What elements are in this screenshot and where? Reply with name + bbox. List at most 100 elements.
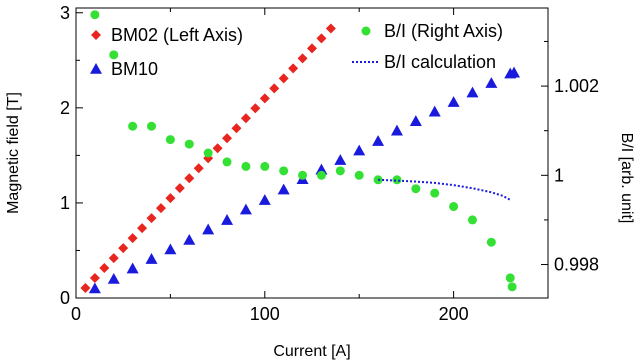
data-point [99, 263, 110, 274]
x-tick-label: 0 [71, 304, 81, 324]
data-point [183, 234, 196, 245]
data-point [108, 253, 119, 264]
data-point [279, 166, 289, 176]
data-point [165, 135, 175, 145]
data-point [184, 139, 194, 149]
y-left-tick-label: 2 [60, 98, 70, 118]
series-3 [378, 178, 511, 201]
legend-label: BM02 (Left Axis) [111, 25, 243, 45]
data-point [466, 86, 479, 98]
data-point [428, 105, 441, 117]
data-point [202, 223, 215, 235]
data-point [260, 161, 270, 171]
series-layer [80, 10, 521, 294]
data-point [127, 233, 138, 244]
series-0 [80, 23, 336, 294]
data-point [203, 148, 213, 158]
data-point [373, 175, 383, 185]
data-point [193, 163, 204, 174]
data-point [485, 77, 498, 88]
x-tick-label: 200 [439, 304, 469, 324]
data-point [297, 53, 308, 64]
data-point [241, 161, 251, 171]
data-point [155, 203, 166, 214]
legend-label: B/I calculation [384, 52, 496, 72]
y-left-tick-label: 3 [60, 3, 70, 23]
legend-marker [91, 30, 101, 40]
data-point [240, 113, 251, 124]
data-point [80, 283, 91, 294]
data-point [278, 73, 289, 84]
data-point [430, 188, 440, 198]
data-point [315, 163, 328, 175]
data-point [390, 124, 403, 136]
data-point [392, 175, 402, 185]
data-point [164, 243, 177, 255]
data-point [486, 237, 496, 247]
data-point [277, 183, 290, 195]
legend-marker [90, 63, 102, 74]
data-point [222, 157, 232, 167]
data-point [184, 173, 195, 184]
y-right-tick-label: 1.002 [554, 76, 599, 96]
data-point [147, 121, 157, 131]
data-point [447, 96, 460, 107]
legend-marker [361, 26, 371, 36]
data-point [334, 154, 347, 165]
x-axis-label: Current [A] [273, 343, 350, 360]
data-point [505, 273, 515, 283]
x-tick-label: 100 [250, 304, 280, 324]
series-2 [90, 10, 517, 292]
data-point [507, 282, 517, 292]
data-point [146, 213, 157, 224]
legend: BM02 (Left Axis) BM10 B/I (Right Axis) B/I … [90, 21, 503, 79]
data-point [109, 50, 119, 60]
y-right-tick-label: 0.998 [554, 255, 599, 275]
data-point [137, 223, 148, 234]
data-point [212, 143, 223, 154]
data-point [409, 115, 422, 126]
data-point [353, 144, 366, 156]
data-point [288, 63, 299, 74]
data-point [372, 135, 385, 146]
y-axis-label-left: Magnetic field [T] [5, 92, 22, 214]
data-point [239, 203, 252, 215]
data-point [298, 170, 308, 180]
data-point [411, 184, 421, 194]
plot-frame [75, 7, 549, 299]
data-point [145, 253, 158, 264]
data-point [449, 202, 459, 212]
data-point [335, 166, 345, 176]
y-left-tick-label: 1 [60, 193, 70, 213]
data-point [307, 43, 317, 54]
data-point [107, 272, 120, 284]
data-point [89, 273, 100, 284]
data-point [126, 262, 139, 274]
data-point [259, 93, 270, 104]
data-point [128, 121, 138, 131]
data-point [258, 194, 271, 205]
y-right-tick-label: 1 [554, 165, 564, 185]
data-point [222, 133, 233, 144]
series-1 [88, 66, 521, 294]
data-point [231, 123, 242, 134]
y-left-tick-label: 0 [60, 288, 70, 308]
data-point [269, 83, 280, 94]
data-point [325, 23, 336, 34]
data-point [118, 243, 129, 254]
legend-label: B/I (Right Axis) [384, 21, 503, 41]
legend-label: BM10 [111, 59, 158, 79]
data-point [467, 215, 477, 225]
data-point [316, 170, 326, 180]
data-point [165, 193, 176, 204]
data-point [90, 10, 100, 20]
data-point [174, 183, 185, 194]
data-point [508, 66, 521, 78]
series-line [378, 178, 511, 201]
data-point [316, 33, 327, 44]
data-point [354, 170, 364, 180]
data-point [88, 282, 101, 294]
data-point [221, 214, 234, 225]
